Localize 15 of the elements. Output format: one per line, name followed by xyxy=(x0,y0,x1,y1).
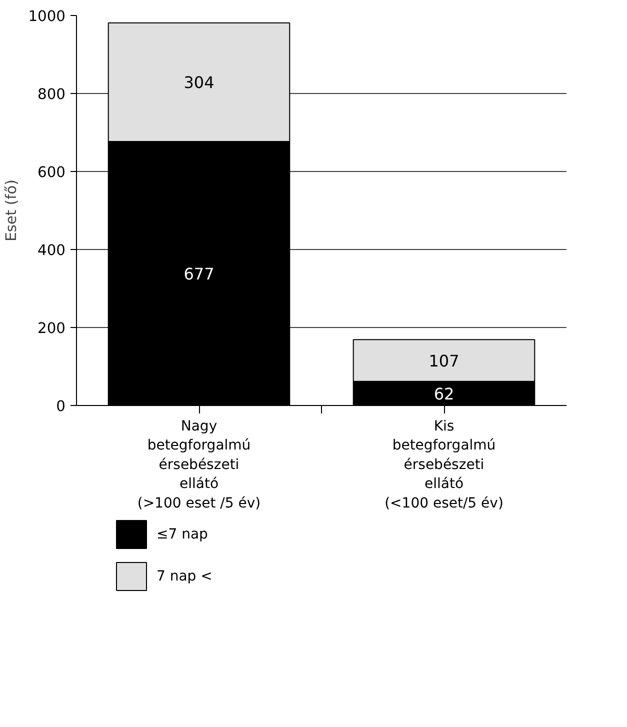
y-tick-label: 800 xyxy=(38,86,66,103)
legend-label: ≤7 nap xyxy=(156,526,208,542)
y-tick-label: 200 xyxy=(38,320,66,337)
x-tick-label: Nagy betegforgalmú érsebészeti ellátó (>100 eset /5 év) xyxy=(137,418,261,512)
data-label: 107 xyxy=(428,351,460,370)
y-axis-title: Eset (fő) xyxy=(3,180,20,242)
legend-label: 7 nap < xyxy=(156,568,212,584)
data-label: 677 xyxy=(184,264,214,284)
x-tick-label: Kis betegforgalmú érsebészeti ellátó (<100 eset/5 év) xyxy=(384,418,504,512)
data-label: 62 xyxy=(434,384,454,404)
data-label: 304 xyxy=(184,73,214,92)
y-tick-label: 600 xyxy=(38,164,66,181)
y-tick-label: 400 xyxy=(38,242,66,259)
y-tick-label: 0 xyxy=(56,398,66,415)
y-tick-label: 1000 xyxy=(28,8,66,25)
